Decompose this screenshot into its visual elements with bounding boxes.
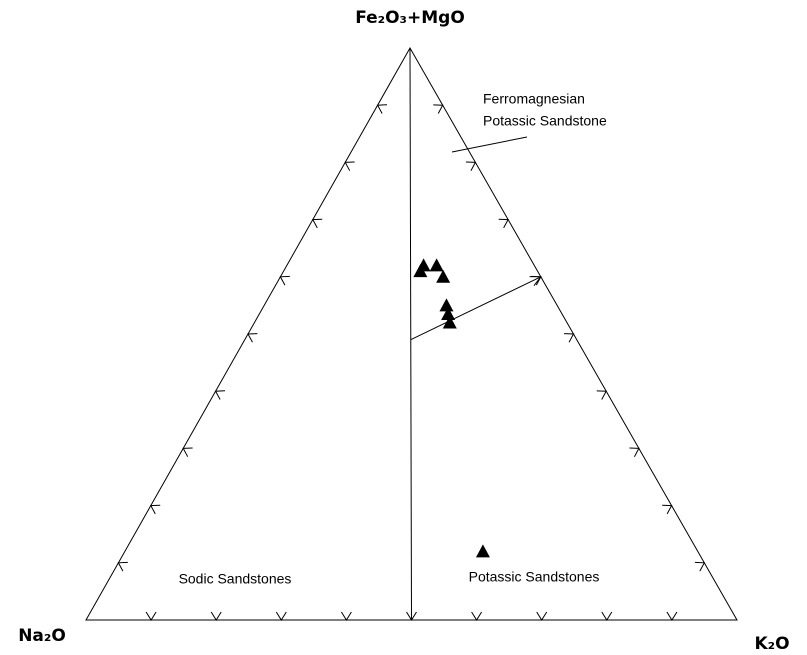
- top-axis-label: Fe₂O₃+MgO: [355, 8, 465, 28]
- annotation: Potassic Sandstone: [483, 113, 607, 129]
- annotation: Sodic Sandstones: [179, 571, 292, 587]
- tick-mark: [247, 333, 258, 343]
- data-point: [413, 264, 428, 278]
- tick-mark: [344, 161, 355, 171]
- tick-mark: [311, 218, 323, 229]
- tick-mark: [210, 611, 222, 621]
- data-point: [436, 269, 451, 283]
- tick-mark: [145, 611, 157, 621]
- boundary-line: [410, 276, 542, 341]
- right-axis-label: K₂O: [754, 634, 789, 654]
- tick-mark: [564, 333, 575, 343]
- left-axis-label: Na₂O: [18, 626, 66, 646]
- annotation: Potassic Sandstones: [469, 569, 600, 585]
- tick-mark: [275, 611, 287, 621]
- tick-mark: [601, 611, 613, 621]
- tick-mark: [536, 611, 548, 621]
- tick-mark: [279, 275, 290, 286]
- data-point: [475, 544, 490, 558]
- tick-mark: [376, 104, 388, 114]
- tick-mark: [596, 390, 608, 400]
- tick-mark: [182, 447, 193, 457]
- boundary-line: [409, 47, 412, 621]
- data-point: [442, 315, 457, 329]
- tick-mark: [498, 218, 509, 229]
- tick-mark: [433, 104, 444, 114]
- tick-mark: [340, 611, 352, 621]
- tick-mark: [465, 161, 477, 171]
- tick-mark: [666, 611, 678, 621]
- boundary-arrow: [529, 276, 542, 286]
- tick-mark: [662, 504, 673, 515]
- tick-mark: [471, 611, 483, 621]
- data-point: [439, 298, 454, 312]
- tick-mark: [149, 504, 161, 515]
- tick-mark: [117, 561, 128, 572]
- data-point: [441, 306, 456, 320]
- tick-mark: [214, 390, 226, 400]
- leader-line: [451, 136, 528, 153]
- annotation: Ferromagnesian: [483, 91, 585, 107]
- tick-mark: [694, 561, 706, 572]
- data-point: [429, 258, 444, 272]
- tick-mark: [629, 447, 640, 457]
